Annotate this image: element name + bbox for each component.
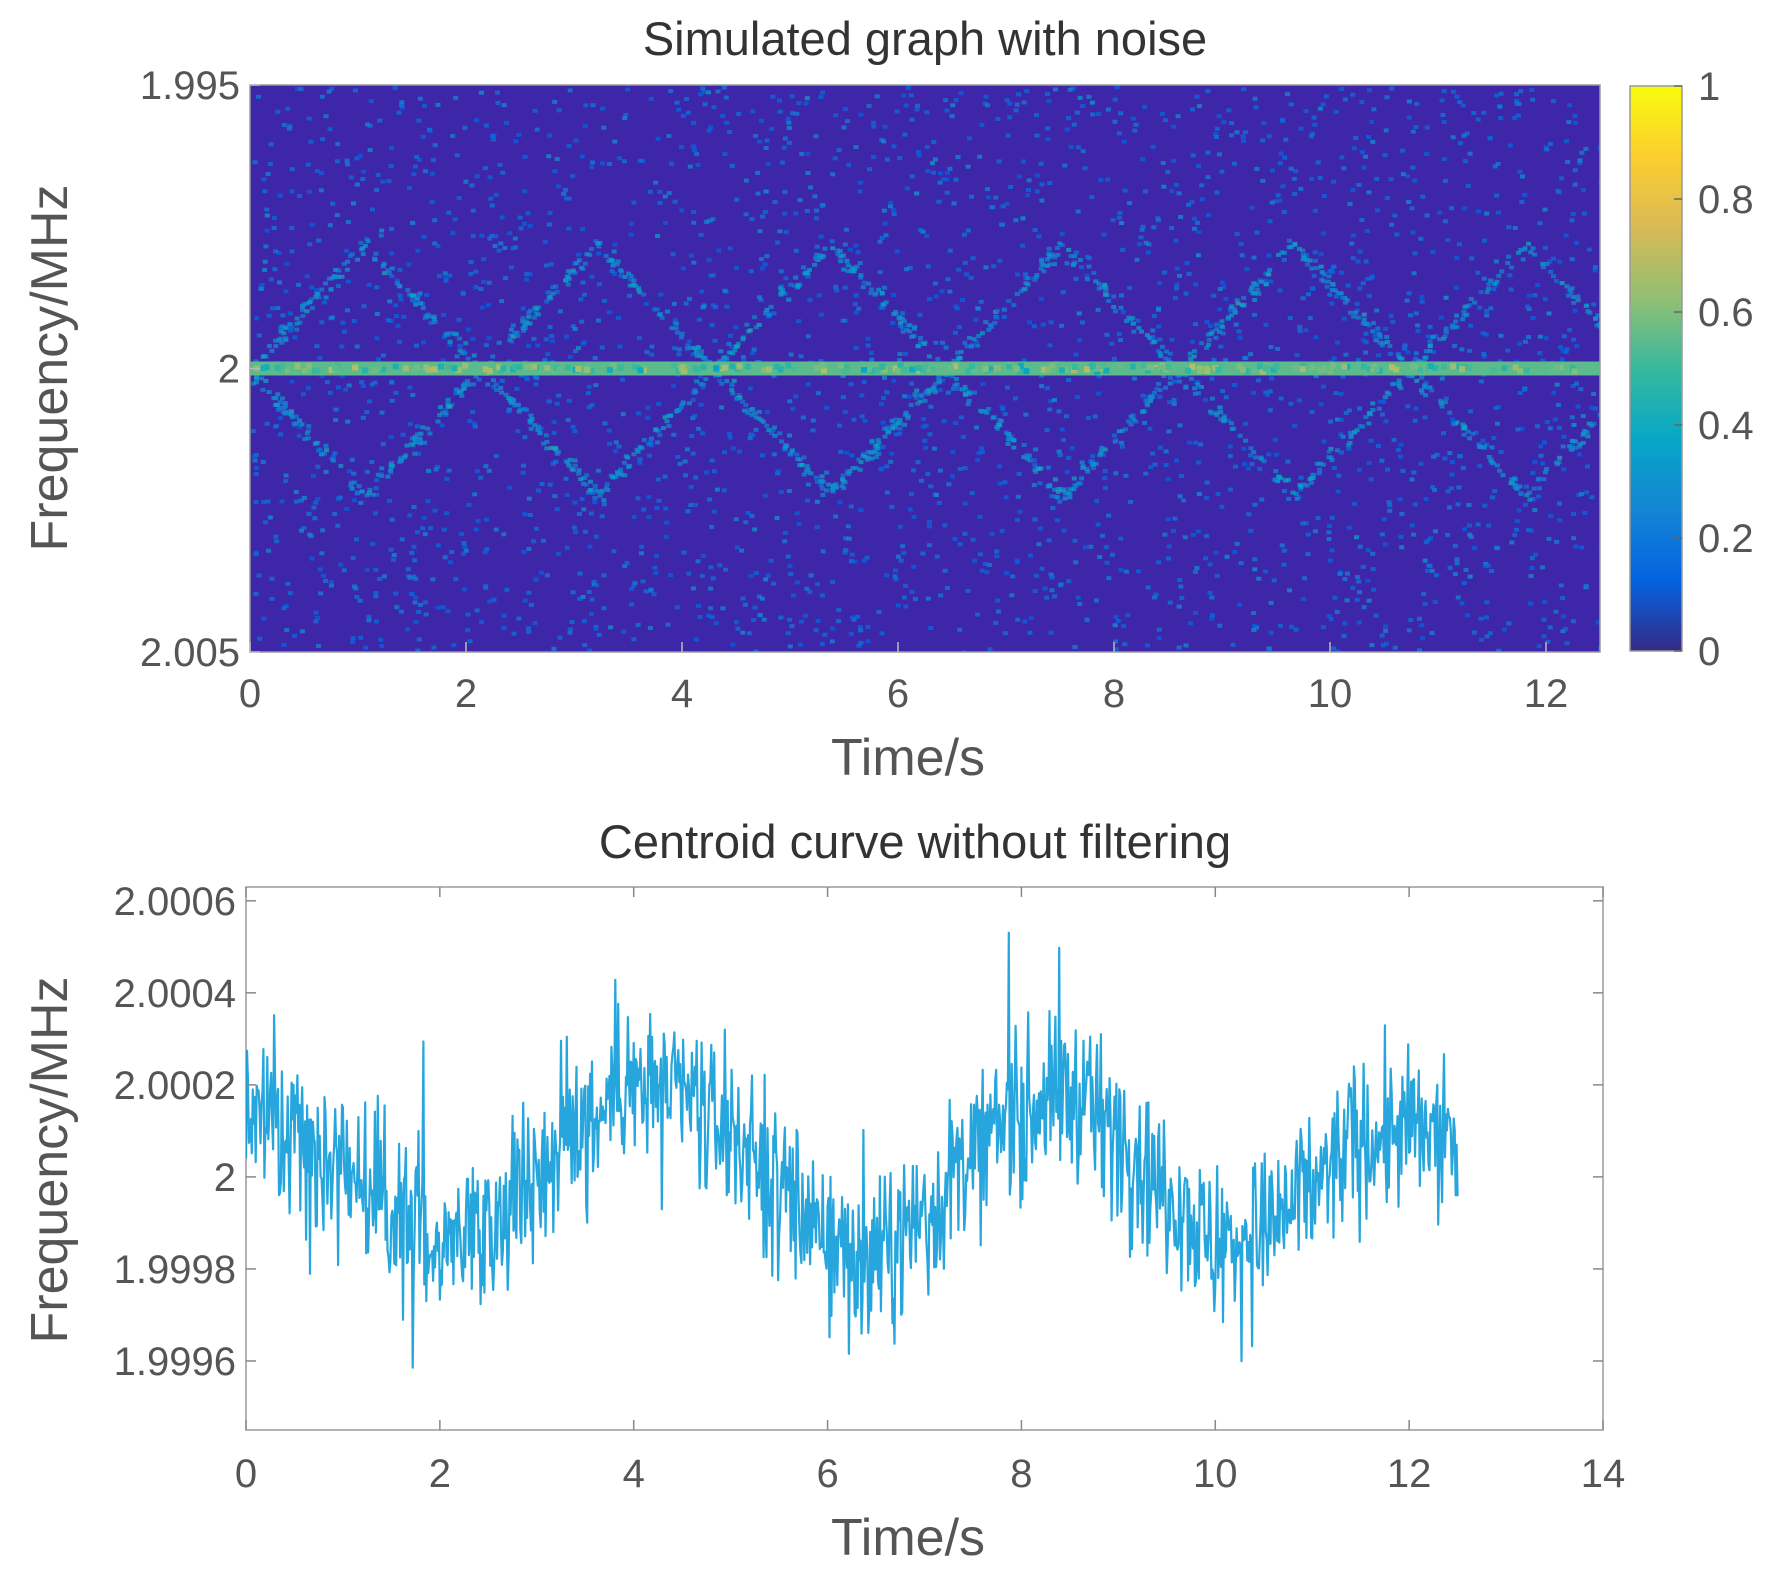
heatmap-y-tick-label: 2: [218, 348, 240, 392]
line-chart-x-axis-label: Time/s: [831, 1509, 985, 1567]
heatmap-x-ticks: 0 2 4 6 8 10 12: [239, 642, 1568, 716]
line-chart-y-tick-label: 2.0002: [114, 1064, 236, 1108]
colorbar-tick-label: 0.4: [1698, 404, 1754, 448]
heatmap-x-tick-label: 8: [1103, 672, 1125, 716]
line-chart-x-tick-label: 8: [1010, 1452, 1032, 1496]
heatmap-modulated-traces: [250, 238, 1600, 504]
line-chart-x-tick-label: 14: [1581, 1452, 1626, 1496]
colorbar-ticks: 0 0.2 0.4 0.6 0.8 1: [1674, 65, 1754, 674]
heatmap-x-axis-label: Time/s: [831, 729, 985, 787]
line-chart-y-tick-label: 2: [214, 1156, 236, 1200]
colorbar-tick-label: 0.6: [1698, 291, 1754, 335]
line-chart-y-axis-label: Frequency/MHz: [21, 977, 79, 1344]
line-chart-y-tick-label: 2.0006: [114, 880, 236, 924]
line-chart-x-tick-label: 12: [1387, 1452, 1432, 1496]
heatmap-carrier-line: [250, 361, 1600, 376]
heatmap-chart: Simulated graph with noise 0 2 4 6 8 10 12 1.9…: [21, 12, 1754, 787]
line-chart-x-tick-label: 4: [623, 1452, 645, 1496]
heatmap-y-axis-label: Frequency/MHz: [21, 185, 79, 552]
heatmap-x-tick-label: 10: [1308, 672, 1353, 716]
line-chart-x-tick-label: 0: [235, 1452, 257, 1496]
line-chart-x-ticks: 0 2 4 6 8 10 12 14: [235, 887, 1625, 1496]
heatmap-y-ticks: 1.995 2 2.005: [140, 64, 260, 675]
heatmap-x-tick-label: 12: [1524, 672, 1569, 716]
colorbar-tick-label: 0.8: [1698, 178, 1754, 222]
centroid-series-line: [246, 931, 1459, 1369]
colorbar-tick-label: 0: [1698, 630, 1720, 674]
line-chart-y-tick-label: 1.9998: [114, 1248, 236, 1292]
line-chart-title: Centroid curve without filtering: [599, 815, 1231, 868]
line-chart-x-tick-label: 10: [1193, 1452, 1238, 1496]
colorbar: 0 0.2 0.4 0.6 0.8 1: [1629, 65, 1754, 674]
heatmap-plot-area: [250, 85, 1600, 652]
heatmap-x-tick-label: 2: [455, 672, 477, 716]
line-chart-y-tick-label: 1.9996: [114, 1340, 236, 1384]
heatmap-x-tick-label: 6: [887, 672, 909, 716]
heatmap-y-tick-label: 2.005: [140, 631, 240, 675]
heatmap-x-tick-label: 0: [239, 672, 261, 716]
colorbar-tick-label: 1: [1698, 65, 1720, 109]
heatmap-title: Simulated graph with noise: [643, 12, 1207, 65]
colorbar-tick-label: 0.2: [1698, 517, 1754, 561]
heatmap-x-tick-label: 4: [671, 672, 693, 716]
line-chart-x-tick-label: 2: [429, 1452, 451, 1496]
line-chart-x-tick-label: 6: [816, 1452, 838, 1496]
line-chart-y-tick-label: 2.0004: [114, 972, 236, 1016]
centroid-line-chart: Centroid curve without filtering 0 2 4 6 8 10…: [21, 815, 1625, 1567]
heatmap-y-tick-label: 1.995: [140, 64, 240, 108]
line-chart-y-ticks: 1.9996 1.9998 2 2.0002 2.0004 2.0006: [114, 880, 1603, 1384]
colorbar-gradient: [1629, 85, 1683, 652]
